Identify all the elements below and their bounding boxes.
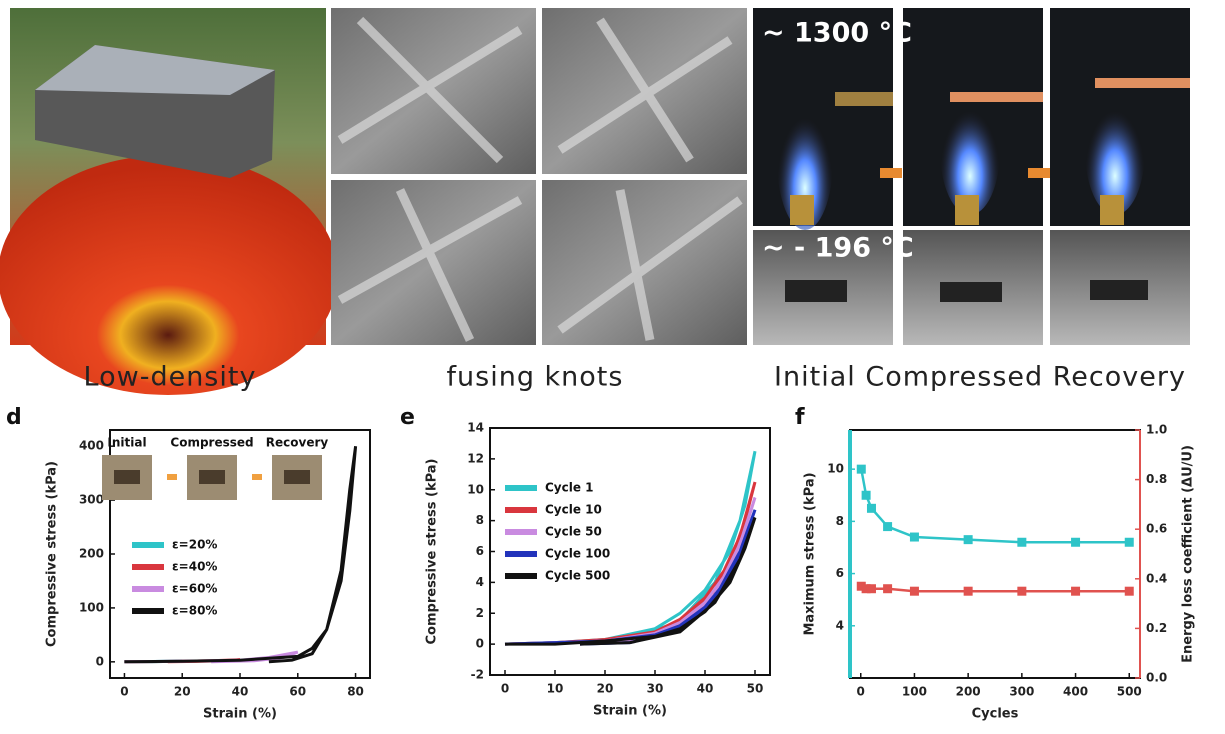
photo-flower bbox=[0, 8, 338, 395]
x-tick-label: 0 bbox=[501, 682, 509, 696]
flame-photos bbox=[753, 8, 1190, 345]
y-tick-label: 8 bbox=[476, 513, 484, 527]
cold-temperature: ~ - 196 °C bbox=[762, 233, 914, 264]
marker bbox=[1018, 538, 1026, 546]
caption: Low-density bbox=[84, 362, 257, 393]
legend-label: Cycle 50 bbox=[545, 525, 602, 539]
y2-tick-label: 0.6 bbox=[1146, 522, 1167, 536]
plot-frame bbox=[850, 430, 1140, 678]
x-tick-label: 500 bbox=[1117, 685, 1142, 699]
y-tick-label: 10 bbox=[467, 482, 484, 496]
marker bbox=[884, 585, 892, 593]
y-tick-label: 14 bbox=[467, 421, 484, 435]
x-tick-label: 0 bbox=[857, 685, 865, 699]
panel-label: e bbox=[400, 405, 415, 430]
marker bbox=[1072, 587, 1080, 595]
x-tick-label: 20 bbox=[174, 685, 191, 699]
y-tick-label: -2 bbox=[471, 668, 484, 682]
x-tick-label: 80 bbox=[347, 685, 364, 699]
y-tick-label: 4 bbox=[836, 618, 844, 632]
x-tick-label: 20 bbox=[597, 682, 614, 696]
x-tick-label: 10 bbox=[547, 682, 564, 696]
y-tick-label: 10 bbox=[827, 462, 844, 476]
y-tick-label: 2 bbox=[476, 606, 484, 620]
y2-tick-label: 1.0 bbox=[1146, 423, 1167, 437]
legend-label: Cycle 500 bbox=[545, 569, 610, 583]
legend-label: ε=20% bbox=[172, 538, 217, 552]
x-tick-label: 60 bbox=[289, 685, 306, 699]
marker bbox=[1125, 538, 1133, 546]
hot-temperature: ~ 1300 °C bbox=[762, 18, 912, 49]
marker bbox=[1072, 538, 1080, 546]
inset-arrow bbox=[167, 474, 177, 480]
caption: Initial Compressed Recovery bbox=[774, 362, 1186, 393]
x-axis-title: Strain (%) bbox=[203, 707, 277, 722]
y2-tick-label: 0.4 bbox=[1146, 571, 1167, 585]
x-tick-label: 0 bbox=[120, 685, 128, 699]
inset-hole bbox=[114, 470, 140, 484]
marker bbox=[867, 504, 875, 512]
legend-label: Cycle 10 bbox=[545, 503, 602, 517]
legend-label: ε=60% bbox=[172, 582, 217, 596]
y-tick-label: 8 bbox=[836, 514, 844, 528]
legend-label: ε=80% bbox=[172, 604, 217, 618]
legend-label: ε=40% bbox=[172, 560, 217, 574]
y-tick-label: 400 bbox=[79, 439, 104, 453]
y-tick-label: 100 bbox=[79, 600, 104, 614]
inset-label: Recovery bbox=[266, 436, 329, 450]
marker bbox=[910, 533, 918, 541]
marker bbox=[857, 465, 865, 473]
marker bbox=[910, 587, 918, 595]
inset-label: Compressed bbox=[170, 436, 253, 450]
y-tick-label: 200 bbox=[79, 547, 104, 561]
y-axis-title: Compressive stress (kPa) bbox=[425, 459, 440, 645]
series-line bbox=[505, 451, 755, 644]
inset-arrow bbox=[252, 474, 262, 480]
caption: fusing knots bbox=[447, 362, 624, 393]
panel-label: d bbox=[6, 405, 22, 430]
series-line bbox=[505, 482, 755, 644]
y-tick-label: 6 bbox=[476, 544, 484, 558]
inset-label: Initial bbox=[107, 436, 146, 450]
x-tick-label: 30 bbox=[647, 682, 664, 696]
figure: ~ 1300 °C ~ - 196 °C Low-density fusing … bbox=[0, 0, 1225, 734]
x-axis-title: Cycles bbox=[972, 707, 1019, 722]
sem-images bbox=[331, 8, 747, 345]
y-axis-title: Compressive stress (kPa) bbox=[45, 461, 60, 647]
y2-tick-label: 0.8 bbox=[1146, 472, 1167, 486]
series-line bbox=[861, 586, 1129, 591]
figure-canvas: ~ 1300 °C ~ - 196 °C Low-density fusing … bbox=[0, 0, 1225, 734]
marker bbox=[867, 585, 875, 593]
x-axis-title: Strain (%) bbox=[593, 704, 667, 719]
legend-label: Cycle 100 bbox=[545, 547, 610, 561]
x-tick-label: 400 bbox=[1063, 685, 1088, 699]
marker bbox=[1125, 587, 1133, 595]
y2-tick-label: 0.0 bbox=[1146, 671, 1167, 685]
x-tick-label: 300 bbox=[1009, 685, 1034, 699]
inset-hole bbox=[284, 470, 310, 484]
marker bbox=[862, 491, 870, 499]
marker bbox=[1018, 587, 1026, 595]
legend-label: Cycle 1 bbox=[545, 481, 594, 495]
marker bbox=[964, 536, 972, 544]
panel-label: f bbox=[795, 405, 805, 430]
y2-tick-label: 0.2 bbox=[1146, 621, 1167, 635]
y-tick-label: 12 bbox=[467, 451, 484, 465]
y2-axis-title: Energy loss coefficient (ΔU/U) bbox=[1181, 445, 1196, 663]
series-line bbox=[861, 469, 1129, 542]
y-axis-title: Maximum stress (kPa) bbox=[803, 472, 818, 635]
y-tick-label: 6 bbox=[836, 566, 844, 580]
x-tick-label: 100 bbox=[902, 685, 927, 699]
inset-hole bbox=[199, 470, 225, 484]
x-tick-label: 40 bbox=[697, 682, 714, 696]
marker bbox=[884, 523, 892, 531]
y-tick-label: 0 bbox=[476, 637, 484, 651]
x-tick-label: 200 bbox=[956, 685, 981, 699]
marker bbox=[964, 587, 972, 595]
x-tick-label: 50 bbox=[747, 682, 764, 696]
y-tick-label: 300 bbox=[79, 493, 104, 507]
x-tick-label: 40 bbox=[232, 685, 249, 699]
y-tick-label: 0 bbox=[96, 654, 104, 668]
y-tick-label: 4 bbox=[476, 575, 484, 589]
